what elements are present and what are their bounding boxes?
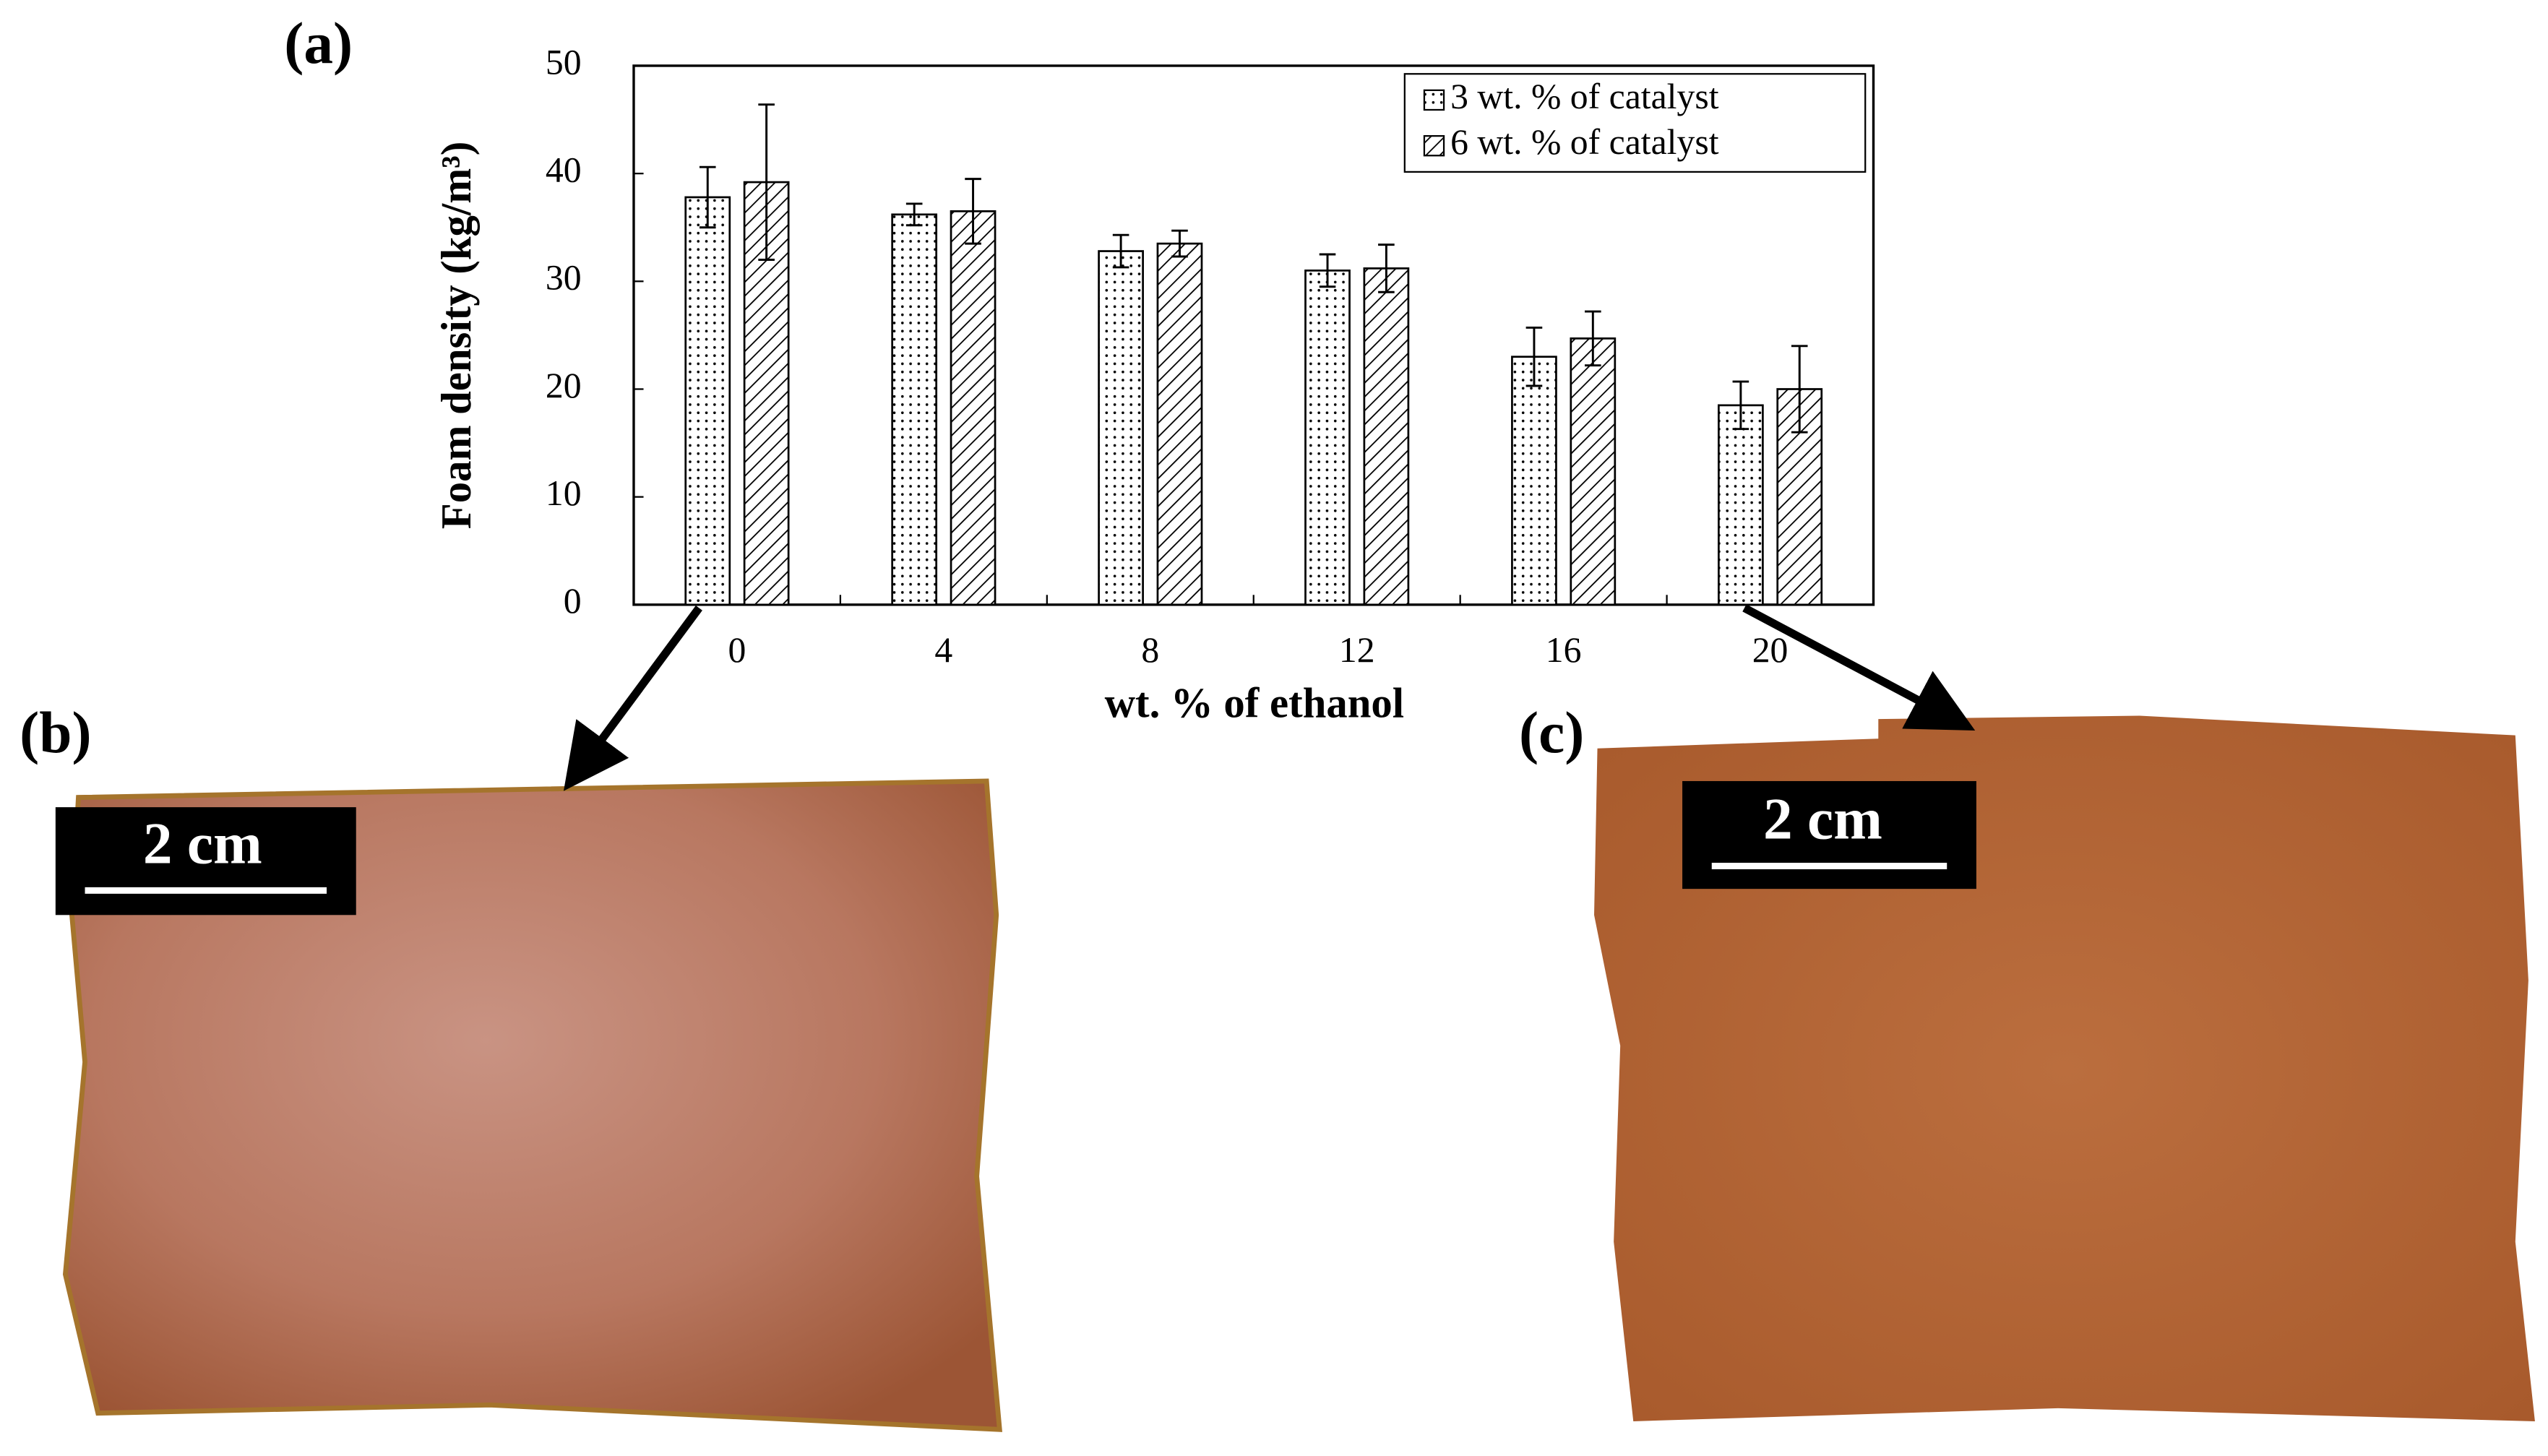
error-bar <box>699 165 716 229</box>
photo-b <box>62 778 1003 1432</box>
y-tick-label: 40 <box>546 150 582 190</box>
y-axis-title: Foam density (kg/m³) <box>433 142 480 530</box>
bar <box>1098 250 1144 606</box>
legend-swatch <box>1423 89 1445 111</box>
bar <box>1570 337 1617 606</box>
photo-c <box>1594 715 2535 1421</box>
x-tick-label: 16 <box>1546 630 1582 670</box>
bar <box>1156 242 1203 606</box>
y-tick-label: 50 <box>546 42 582 82</box>
error-bar <box>758 103 775 261</box>
x-tick-label: 8 <box>1141 630 1159 670</box>
error-bar <box>1732 380 1749 431</box>
error-bar <box>1791 345 1808 434</box>
error-bar <box>1171 229 1188 258</box>
error-bar <box>1525 326 1543 387</box>
bar <box>1363 267 1410 606</box>
y-tick-label: 10 <box>546 473 582 513</box>
y-tick-label: 30 <box>546 258 582 298</box>
error-bar <box>905 202 923 227</box>
bar <box>891 213 938 606</box>
x-tick-label: 4 <box>934 630 952 670</box>
error-bar <box>1319 253 1336 288</box>
legend-label: 6 wt. % of catalyst <box>1450 122 1719 162</box>
scale-bar-box <box>1682 780 1976 889</box>
scale-bar-box <box>55 807 356 916</box>
x-tick-label: 0 <box>728 630 746 670</box>
x-axis-title: wt. % of ethanol <box>1105 680 1405 727</box>
scale-bar-label: 2 cm <box>1763 786 1882 852</box>
panel-label: (c) <box>1519 699 1584 765</box>
arrow <box>563 606 702 791</box>
y-tick-label: 20 <box>546 366 582 405</box>
bar <box>950 210 997 606</box>
legend-swatch <box>1423 135 1445 157</box>
scale-bar-label: 2 cm <box>143 811 262 876</box>
bar <box>1511 356 1557 606</box>
error-bar <box>1585 310 1601 367</box>
x-tick-label: 12 <box>1339 630 1375 670</box>
error-bar <box>1378 244 1395 293</box>
legend-box <box>1403 73 1867 173</box>
bar <box>684 196 731 606</box>
legend-label: 3 wt. % of catalyst <box>1450 77 1719 116</box>
bar <box>1717 404 1764 606</box>
panel-label: (b) <box>20 699 91 765</box>
bar <box>1304 270 1351 606</box>
arrow <box>1742 604 1976 731</box>
error-bar <box>1112 233 1129 269</box>
error-bar <box>965 178 981 245</box>
x-tick-label: 20 <box>1752 630 1789 670</box>
y-tick-label: 0 <box>564 581 582 621</box>
panel-label: (a) <box>284 10 353 76</box>
